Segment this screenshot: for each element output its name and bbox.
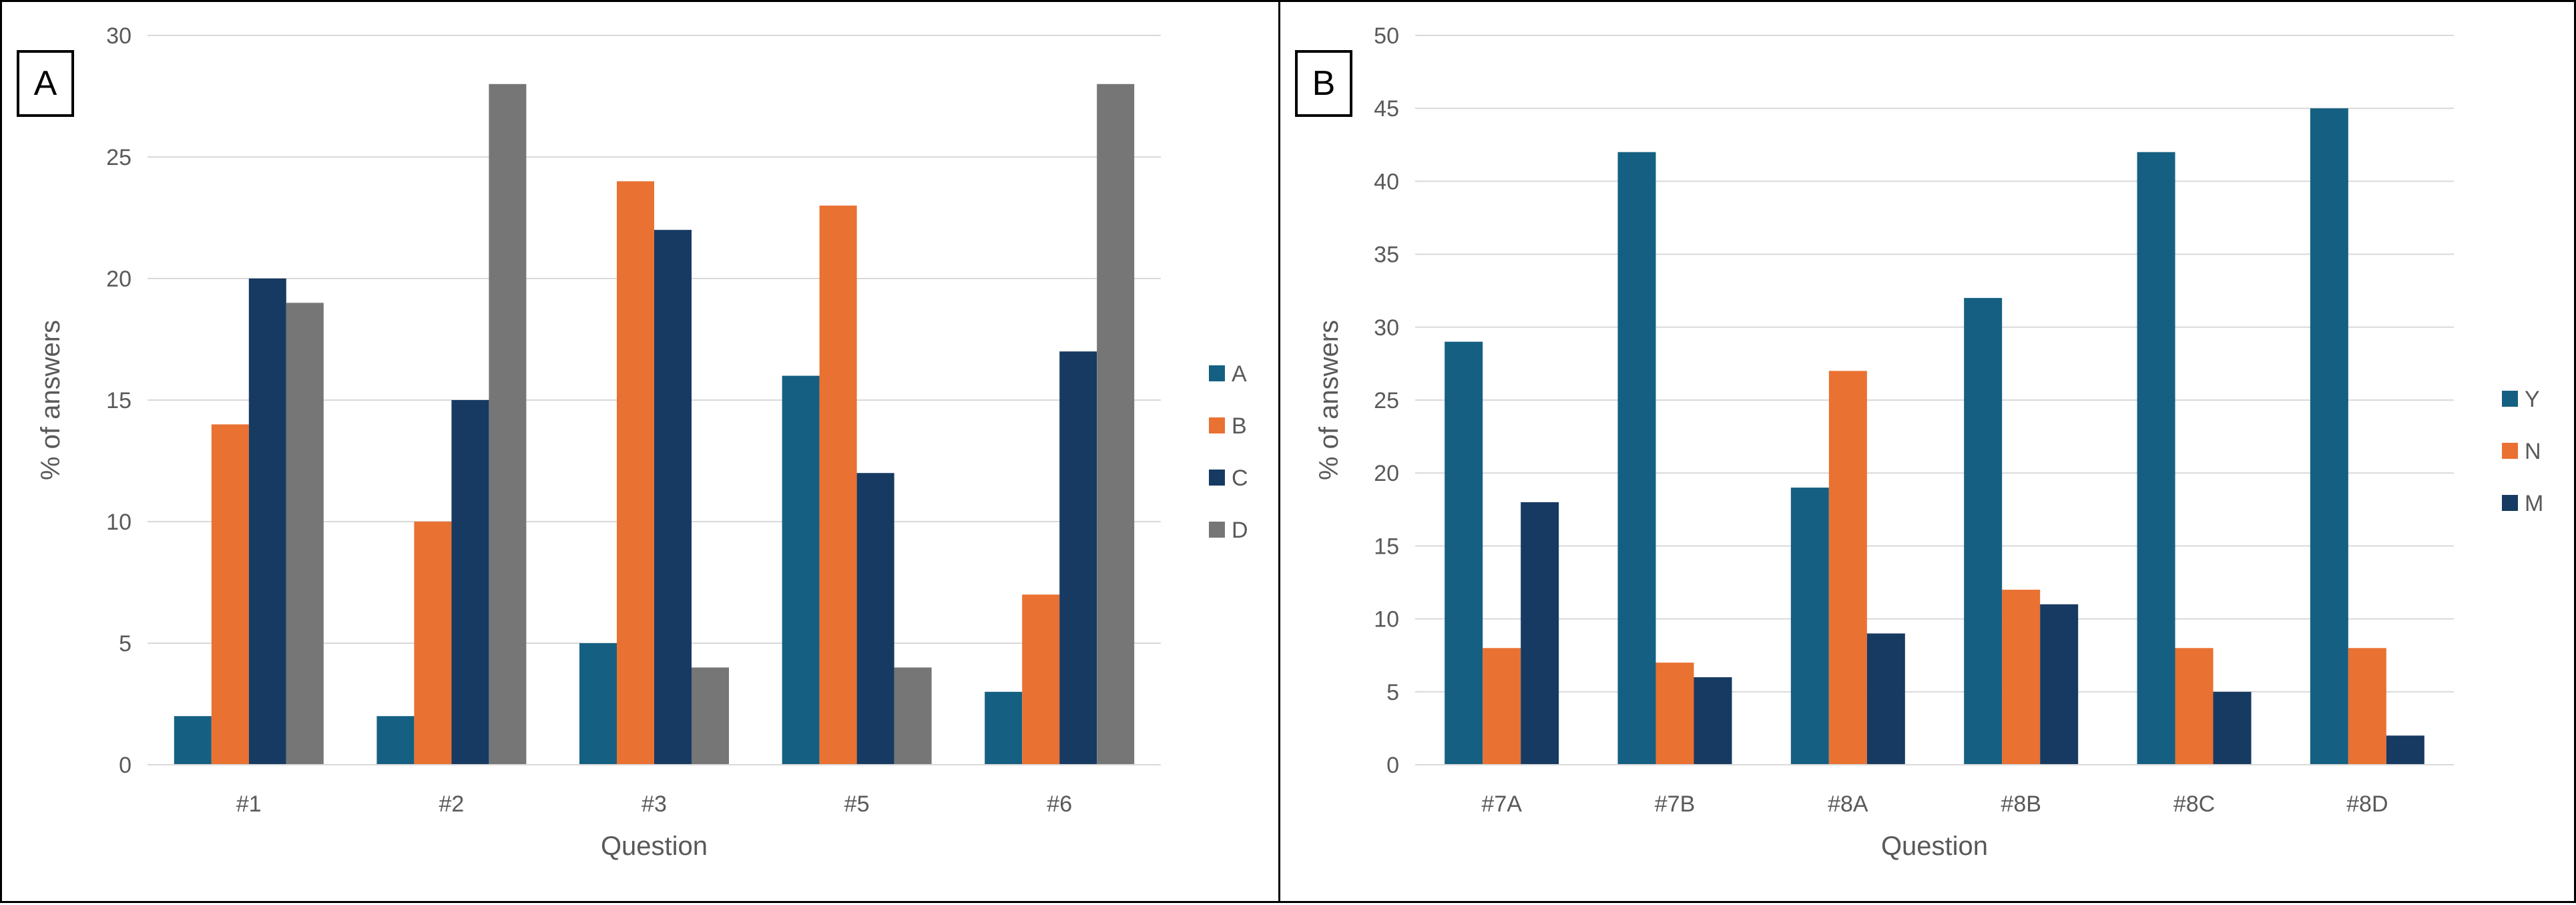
chart-a-x-tick-label: #6 (1047, 791, 1072, 817)
chart-a-y-tick-label: 20 (106, 266, 132, 292)
chart-b-bar-8c-n (2175, 648, 2214, 765)
chart-b-bar-8a-m (1866, 633, 1905, 765)
chart-b-y-tick-label: 5 (1386, 680, 1399, 705)
chart-a-y-tick-label: 15 (106, 388, 132, 413)
chart-a-legend-label-a: A (1232, 361, 1247, 387)
chart-a-legend-swatch-d (1209, 522, 1225, 538)
chart-b-bar-8a-y (1790, 488, 1829, 765)
chart-b-y-tick-label: 35 (1374, 242, 1399, 268)
chart-b-x-tick-label: #8C (2173, 791, 2215, 817)
chart-b-legend-swatch-m (2502, 495, 2518, 511)
chart-a-bar-5-b (819, 205, 857, 765)
chart-a-y-tick-label: 30 (106, 23, 132, 49)
chart-a: 0 5 10 15 20 25 30 #1 #2 #3 #5 #6 Question % of answe… (36, 23, 1248, 861)
chart-b-bar-8d-y (2310, 108, 2348, 765)
chart-b-y-tick-label: 20 (1374, 461, 1399, 486)
chart-b-bar-8b-y (1964, 298, 2003, 765)
chart-b-bar-8d-n (2348, 648, 2386, 765)
chart-b-x-tick-label: #8D (2346, 791, 2388, 817)
chart-a-legend-swatch-c (1209, 470, 1225, 486)
chart-a-bar-6-d (1097, 83, 1135, 765)
chart-a-bar-1-c (248, 279, 286, 765)
chart-b-bar-7b-m (1694, 677, 1732, 765)
chart-a-bar-1-a (174, 716, 212, 765)
chart-a-bar-5-a (782, 375, 820, 765)
chart-b-legend-label-n: N (2525, 439, 2541, 464)
chart-a-bar-1-b (211, 424, 249, 765)
chart-b-x-tick-label: #8A (1828, 791, 1868, 817)
chart-a-x-tick-label: #5 (844, 791, 870, 817)
chart-b-y-tick-label: 50 (1374, 23, 1399, 49)
chart-b-bar-8c-m (2213, 691, 2252, 765)
chart-a-legend-swatch-a (1209, 365, 1225, 381)
chart-a-legend-label-d: D (1232, 518, 1248, 543)
chart-b-y-tick-label: 30 (1374, 315, 1399, 341)
panel-b-label: B (1295, 50, 1352, 117)
chart-a-x-tick-label: #1 (236, 791, 262, 817)
chart-a-y-tick-label: 5 (119, 631, 132, 657)
chart-b-y-tick-label: 15 (1374, 534, 1399, 559)
chart-b-y-tick-label: 10 (1374, 607, 1399, 632)
chart-a-y-tick-label: 0 (119, 753, 132, 778)
chart-b-x-tick-label: #8B (2001, 791, 2041, 817)
chart-a-x-tick-label: #3 (641, 791, 667, 817)
chart-b-y-tick-label: 25 (1374, 388, 1399, 413)
chart-a-bar-3-c (654, 230, 692, 765)
chart-a-bar-2-d (489, 83, 527, 765)
chart-b-y-tick-label: 40 (1374, 169, 1399, 194)
chart-b-legend-swatch-n (2502, 443, 2518, 459)
chart-b-y-axis-title: % of answers (1314, 320, 1344, 480)
chart-a-bar-6-c (1059, 351, 1097, 765)
panel-a-label: A (17, 50, 74, 117)
panel-b: B 0 5 10 15 20 25 30 35 40 45 50 #7A #7B #8A #8B #8C #8D… (1278, 0, 2576, 903)
chart-b-legend-swatch-y (2502, 391, 2518, 407)
chart-a-x-tick-label: #2 (439, 791, 464, 817)
chart-b-x-axis-title: Question (1881, 832, 1988, 861)
chart-a-y-tick-label: 10 (106, 510, 132, 535)
chart-a-bar-6-a (985, 691, 1023, 765)
chart-b-bar-7b-n (1655, 663, 1694, 765)
chart-a-y-tick-label: 25 (106, 145, 132, 170)
chart-b-bar-8b-n (2002, 589, 2041, 765)
chart-b-y-tick-label: 0 (1386, 753, 1399, 778)
chart-a-bar-6-b (1022, 594, 1060, 765)
chart-a-bar-3-b (617, 181, 654, 765)
chart-a-x-axis-title: Question (601, 832, 708, 861)
chart-b-bar-7a-m (1521, 502, 1559, 765)
chart-a-bar-2-b (414, 522, 452, 765)
chart-a-bar-5-d (894, 667, 932, 765)
chart-b-x-tick-label: #7B (1655, 791, 1696, 817)
chart-b-x-tick-label: #7A (1481, 791, 1522, 817)
chart-b-bar-7b-y (1617, 152, 1656, 765)
chart-b-legend-label-y: Y (2525, 387, 2540, 412)
chart-a-bar-1-d (286, 303, 324, 765)
chart-b-bar-7a-n (1483, 648, 1521, 765)
chart-a-bar-3-d (692, 667, 729, 765)
chart-a-legend-label-b: B (1232, 413, 1247, 439)
chart-b: 0 5 10 15 20 25 30 35 40 45 50 #7A #7B #8A #8B #8C #8D Qu… (1314, 23, 2543, 861)
chart-b-bar-7a-y (1445, 341, 1483, 765)
chart-a-bar-3-a (579, 643, 617, 765)
chart-a-bar-2-a (376, 716, 415, 765)
chart-b-bar-8b-m (2040, 604, 2079, 765)
chart-b-bar-8c-y (2137, 152, 2175, 765)
chart-b-bar-8a-n (1828, 371, 1867, 765)
panel-a: A 0 5 10 15 20 25 30 #1 #2 #3 #5 #6 Question % of ans… (0, 0, 1280, 903)
chart-b-legend-label-m: M (2525, 491, 2543, 516)
chart-b-y-tick-label: 45 (1374, 96, 1399, 122)
chart-a-legend-swatch-b (1209, 417, 1225, 433)
chart-a-legend-label-c: C (1232, 466, 1248, 491)
chart-a-bar-2-c (451, 400, 489, 765)
chart-a-bar-5-c (856, 473, 894, 765)
chart-b-bar-8d-m (2386, 735, 2424, 765)
chart-a-y-axis-title: % of answers (36, 320, 65, 480)
